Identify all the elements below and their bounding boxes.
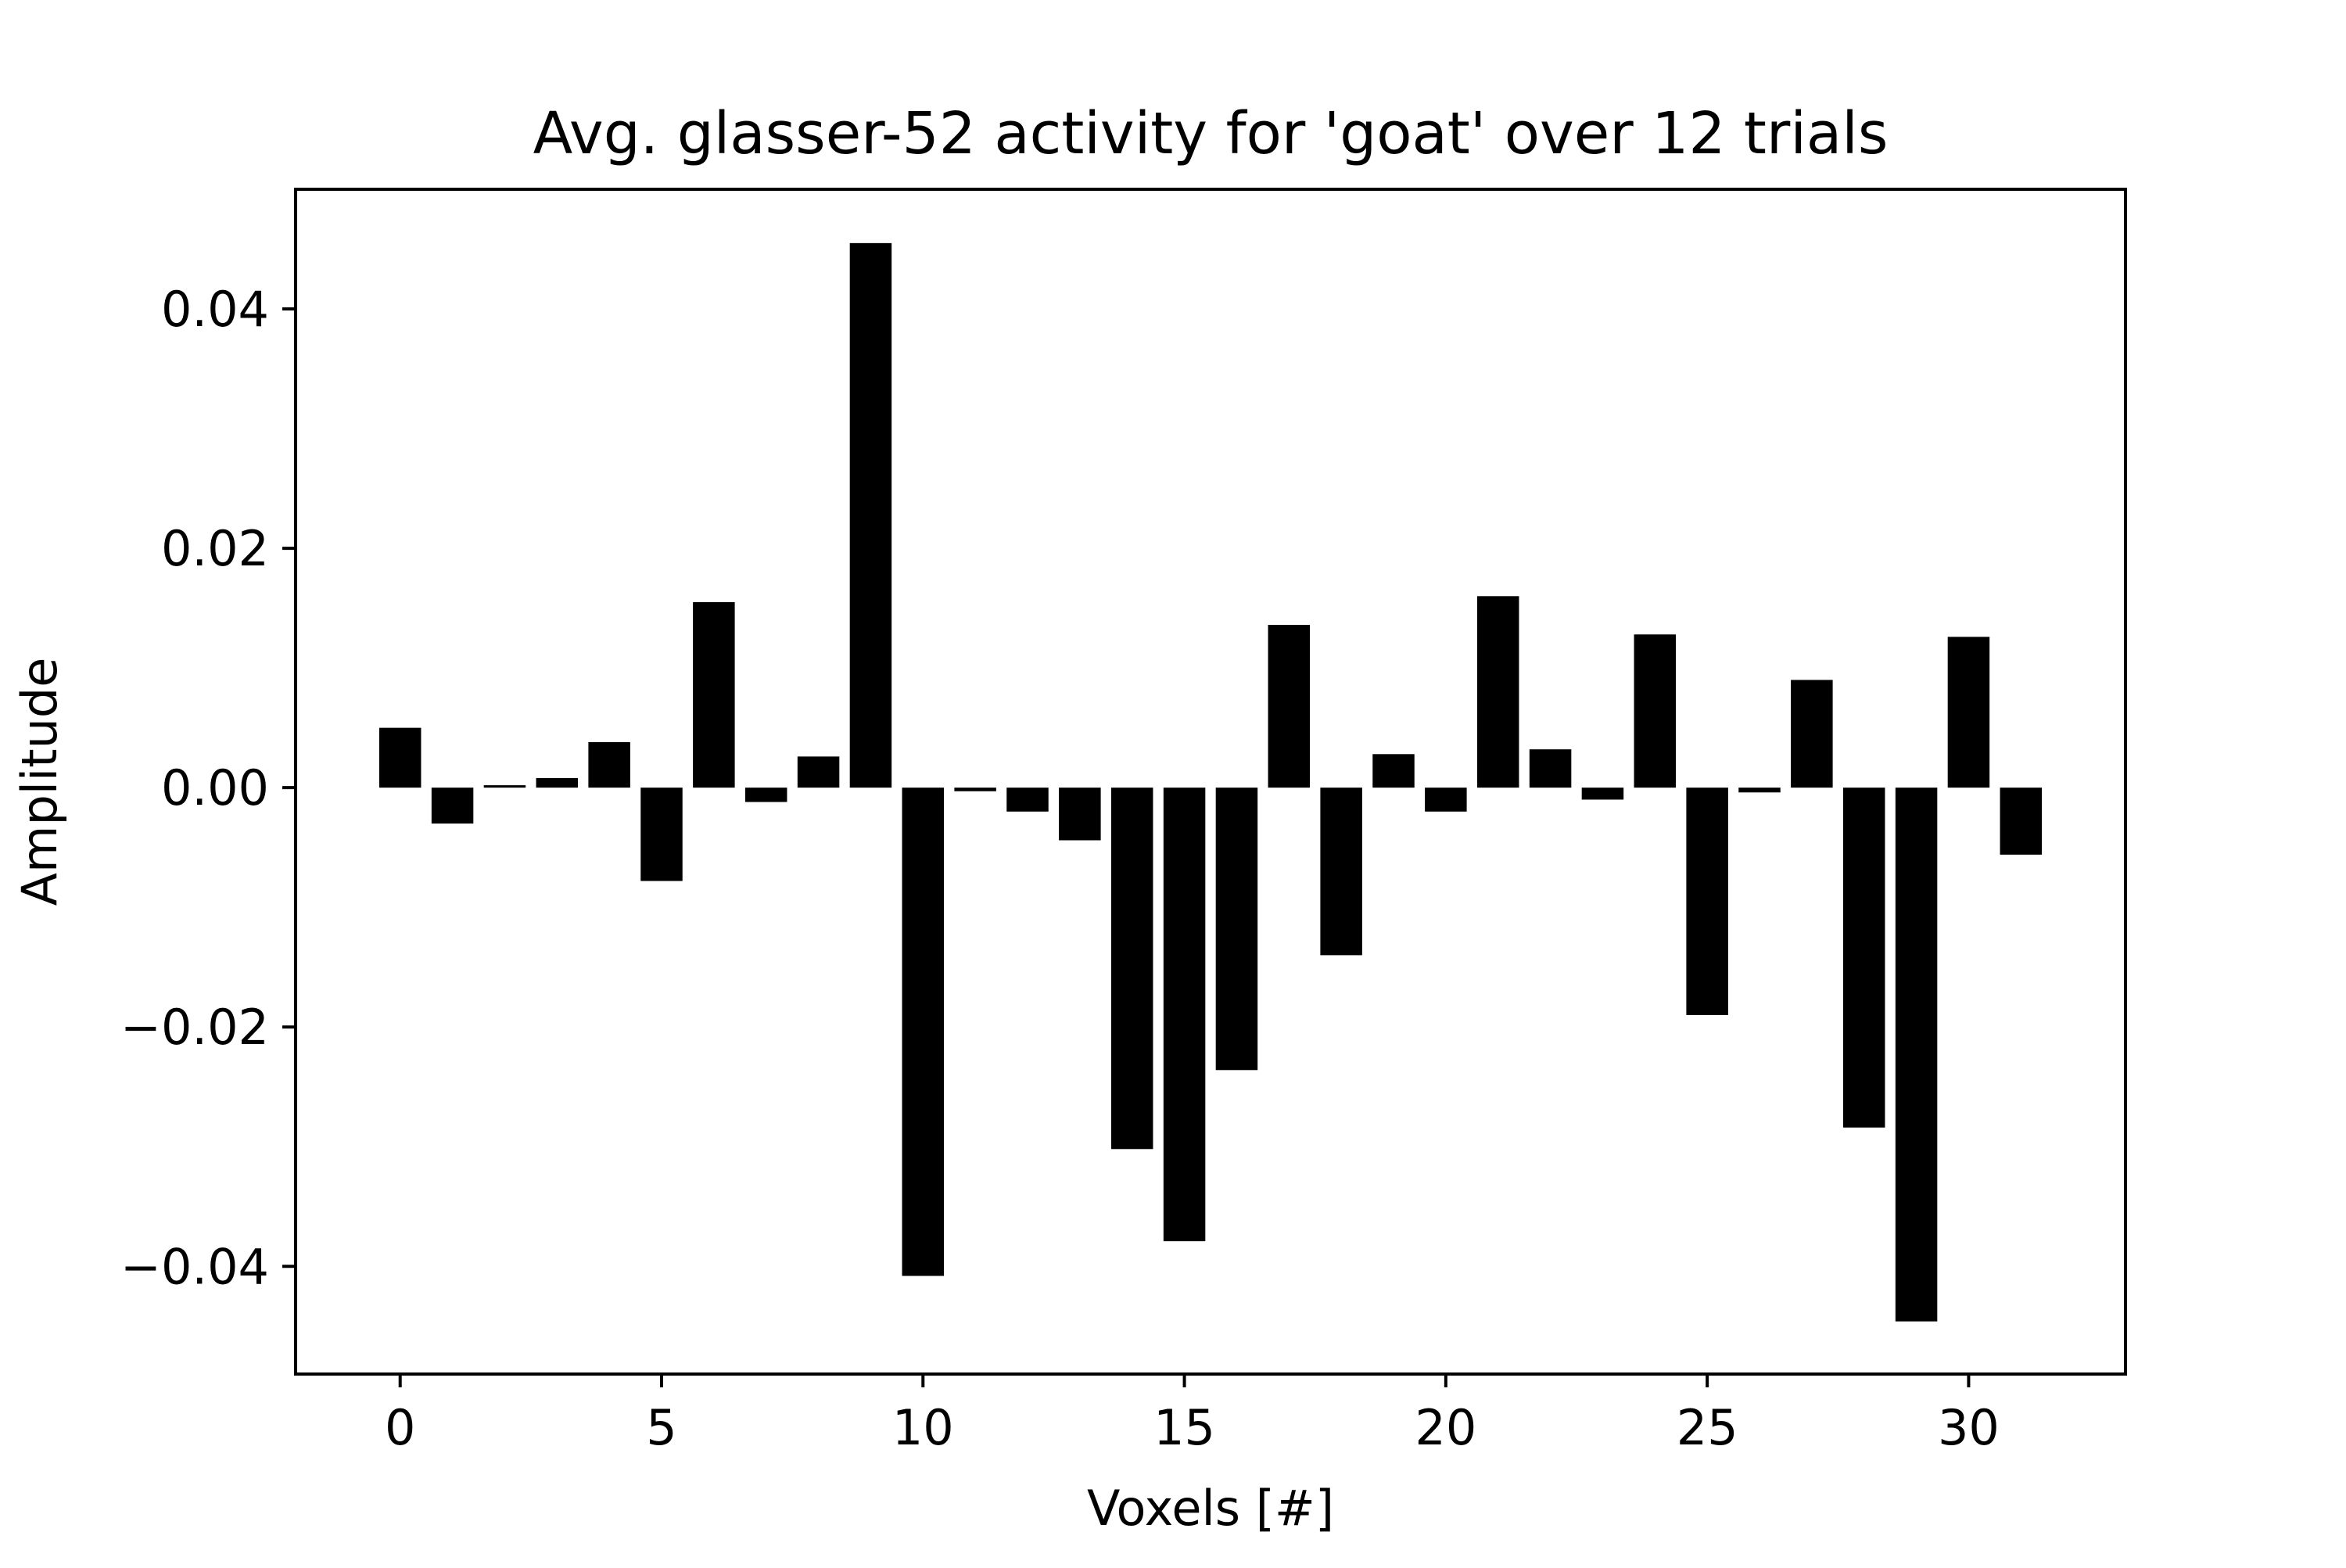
y-tick-label: −0.04 [120,1238,269,1295]
bar-voxel-27 [1791,680,1833,788]
bar-voxel-25 [1686,788,1728,1015]
bar-voxel-0 [378,727,421,788]
bar-voxel-24 [1634,634,1677,788]
bar-voxel-2 [483,785,526,788]
bar-voxel-1 [431,788,474,824]
y-axis-label: Amplitude [11,658,68,906]
bar-voxel-18 [1320,788,1362,956]
bar-voxel-3 [536,777,579,788]
bar-voxel-4 [588,742,630,788]
bar-voxel-23 [1581,788,1624,800]
x-axis-label: Voxels [#] [1087,1480,1334,1537]
x-tick-label: 30 [1938,1399,2000,1456]
bar-voxel-19 [1372,754,1415,788]
y-axis-ticks: −0.04 −0.02 0.00 0.02 0.04 [120,281,296,1295]
bar-voxel-8 [797,756,840,788]
bar-voxel-31 [2000,788,2043,855]
y-tick-label: 0.02 [161,520,269,577]
bar-voxel-29 [1895,788,1938,1322]
x-tick-label: 10 [892,1399,954,1456]
x-tick-label: 20 [1415,1399,1476,1456]
x-axis-ticks: 0 5 10 15 20 25 30 [385,1374,2000,1456]
x-tick-label: 0 [385,1399,415,1456]
y-tick-label: 0.04 [161,281,269,338]
bar-voxel-6 [693,601,735,788]
x-tick-label: 15 [1153,1399,1215,1456]
bar-voxel-14 [1110,788,1153,1150]
bar-voxel-17 [1268,625,1311,788]
bar-voxel-22 [1529,749,1572,788]
y-tick-label: −0.02 [120,999,269,1056]
bar-voxel-7 [744,788,787,802]
y-tick-label: 0.00 [161,759,269,816]
x-tick-label: 5 [646,1399,676,1456]
bars-layer [378,242,2043,1322]
bar-voxel-13 [1059,788,1101,841]
bar-voxel-15 [1163,788,1206,1242]
bar-voxel-20 [1425,788,1467,812]
bar-voxel-11 [954,788,996,791]
bar-voxel-5 [640,788,683,881]
bar-voxel-28 [1842,788,1885,1128]
bar-voxel-16 [1215,788,1258,1071]
bar-voxel-30 [1947,637,1990,788]
plot-area-frame [294,188,2127,1376]
bar-voxel-21 [1476,596,1519,788]
bar-voxel-26 [1738,788,1781,793]
chart-title: Avg. glasser-52 activity for 'goat' over… [533,100,1889,167]
x-tick-label: 25 [1677,1399,1738,1456]
bar-voxel-10 [902,788,945,1276]
bar-voxel-9 [849,242,892,788]
bar-voxel-12 [1006,788,1049,812]
